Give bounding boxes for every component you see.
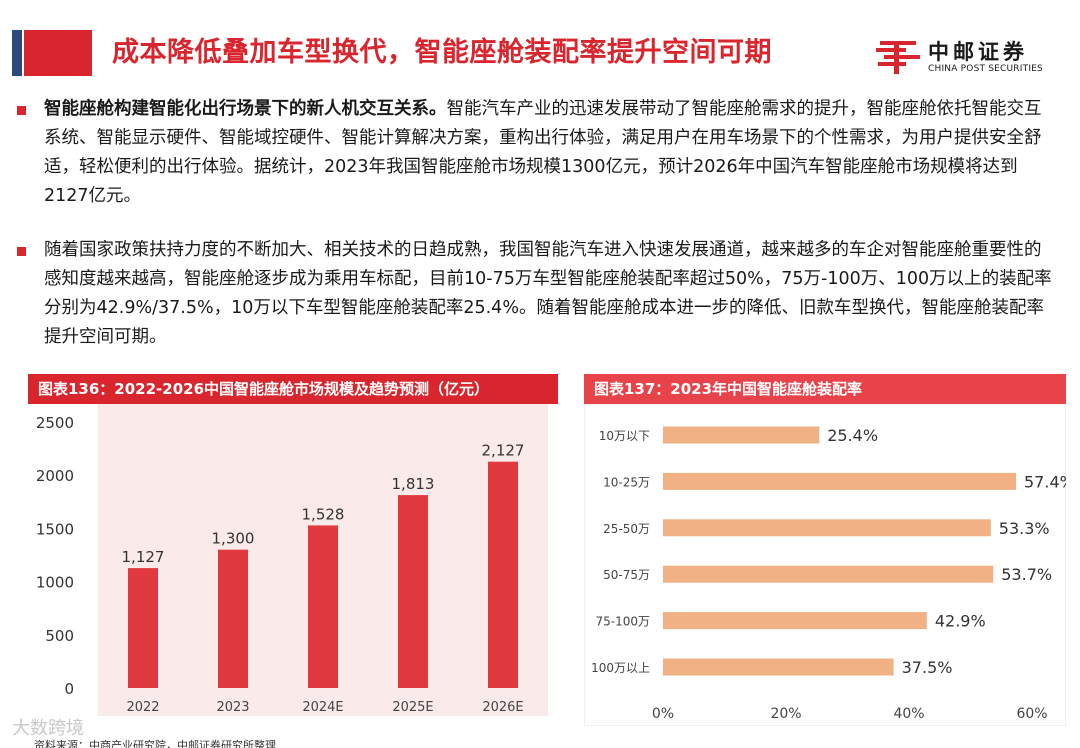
y-category-label: 25-50万 — [603, 522, 650, 536]
installation-rate-bar-chart: 10万以下 25.4% 10-25万 57.4% 25-50万 53.3% 50-75万 53… — [584, 404, 1066, 726]
logo-chinese-text: 中邮证券 — [928, 40, 1028, 64]
company-logo: 中邮证券 CHINA POST SECURITIES — [876, 36, 1056, 80]
chart-137-title: 图表137：2023年中国智能座舱装配率 — [584, 374, 1066, 404]
y-tick-label: 500 — [45, 627, 74, 645]
paragraph-2: 随着国家政策扶持力度的不断加大、相关技术的日趋成熟，我国智能汽车进入快速发展通道… — [44, 236, 1054, 352]
x-tick-label: 2022 — [126, 700, 159, 715]
bullet-icon — [17, 247, 26, 256]
chart-137-frame — [584, 404, 1066, 726]
y-tick-label: 2500 — [36, 414, 74, 432]
header-accent-red — [24, 30, 92, 76]
bar — [663, 426, 820, 444]
y-tick-label: 2000 — [36, 467, 74, 485]
page-title: 成本降低叠加车型换代，智能座舱装配率提升空间可期 — [112, 37, 772, 68]
x-tick-label: 60% — [1016, 706, 1047, 722]
y-tick-label: 0 — [64, 680, 74, 698]
y-category-label: 10-25万 — [603, 475, 650, 489]
bar — [488, 461, 518, 688]
paragraph-1: 智能座舱构建智能化出行场景下的新人机交互关系。智能汽车产业的迅速发展带动了智能座… — [44, 95, 1054, 211]
x-tick-label: 2023 — [216, 700, 249, 715]
y-category-label: 75-100万 — [595, 615, 650, 629]
x-tick-label: 20% — [770, 706, 801, 722]
data-label: 37.5% — [902, 658, 953, 677]
bar — [663, 565, 994, 583]
y-tick-label: 1000 — [36, 574, 74, 592]
paragraph-1-lead: 智能座舱构建智能化出行场景下的新人机交互关系。 — [44, 99, 447, 119]
paragraph-2-text: 随着国家政策扶持力度的不断加大、相关技术的日趋成熟，我国智能汽车进入快速发展通道… — [44, 240, 1052, 347]
data-label: 25.4% — [827, 426, 878, 445]
market-size-bar-chart: 0 500 1000 1500 2000 2500 1,127 2022 1,300 2023 1,… — [36, 404, 548, 716]
bar — [663, 612, 927, 630]
x-tick-label: 40% — [893, 706, 924, 722]
y-category-label: 10万以下 — [599, 429, 650, 443]
data-label: 1,300 — [212, 530, 255, 548]
data-label: 2,127 — [482, 442, 525, 460]
x-tick-label: 2025E — [392, 700, 433, 715]
source-note: 资料来源：中商产业研究院，中邮证券研究所整理 — [34, 739, 276, 748]
header-accent-navy — [12, 30, 22, 76]
bar — [308, 525, 338, 688]
y-category-label: 100万以上 — [591, 661, 650, 675]
china-post-logo-icon — [876, 41, 920, 74]
y-category-label: 50-75万 — [603, 568, 650, 582]
data-label: 53.3% — [999, 519, 1050, 538]
chart-136-title: 图表136：2022-2026中国智能座舱市场规模及趋势预测（亿元） — [28, 374, 558, 404]
x-tick-label: 0% — [652, 706, 674, 722]
watermark-text: 大数跨境 — [12, 718, 84, 739]
bar — [663, 519, 991, 537]
data-label: 57.4% — [1024, 472, 1066, 491]
data-label: 53.7% — [1001, 565, 1052, 584]
bullet-icon — [17, 106, 26, 115]
bar — [128, 568, 158, 688]
paragraph-1-text: 智能汽车产业的迅速发展带动了智能座舱需求的提升，智能座舱依托智能交互系统、智能显… — [44, 99, 1042, 206]
bar — [398, 495, 428, 688]
data-label: 1,127 — [122, 548, 165, 566]
bar — [218, 549, 248, 688]
x-tick-label: 2024E — [302, 700, 343, 715]
data-label: 42.9% — [935, 612, 986, 631]
data-label: 1,813 — [392, 475, 435, 493]
bar — [663, 472, 1017, 490]
logo-english-text: CHINA POST SECURITIES — [928, 64, 1043, 74]
y-tick-label: 1500 — [36, 520, 74, 538]
bar — [663, 658, 894, 676]
x-tick-label: 2026E — [482, 700, 523, 715]
data-label: 1,528 — [302, 505, 345, 523]
